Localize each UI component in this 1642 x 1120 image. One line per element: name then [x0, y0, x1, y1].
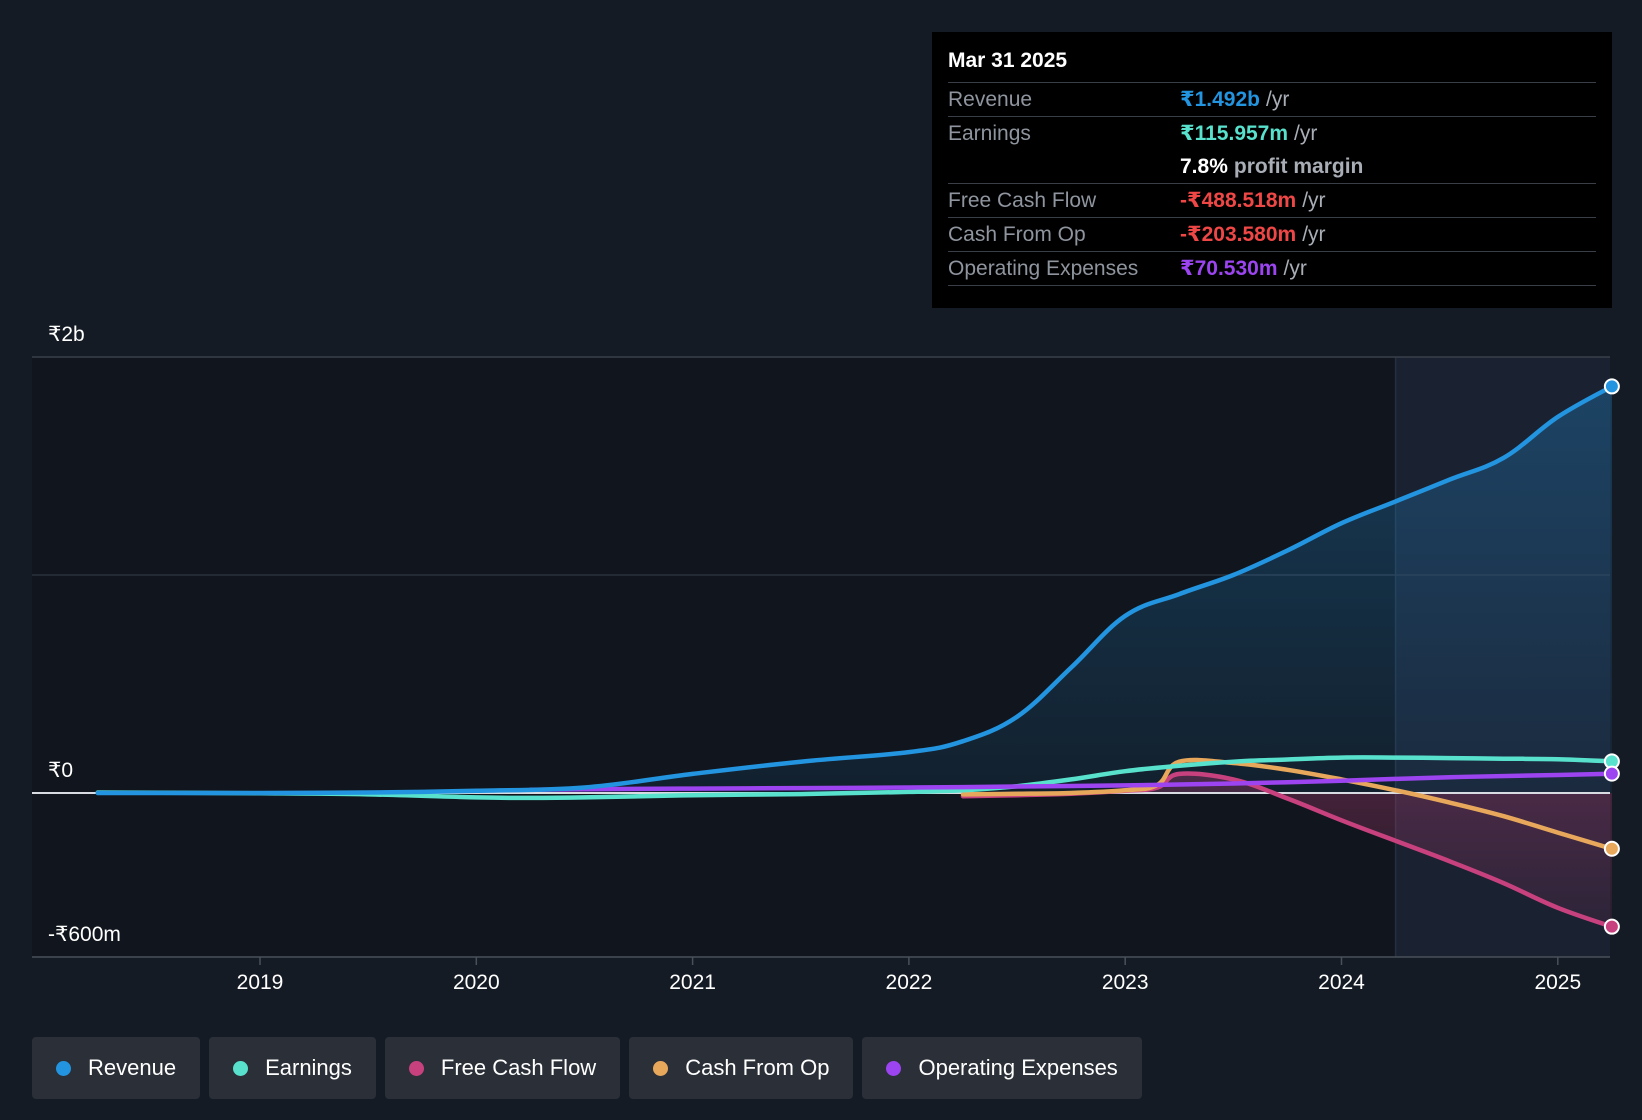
legend-item-cfo[interactable]: Cash From Op	[629, 1037, 854, 1099]
tooltip-row-margin: 7.8% profit margin	[948, 150, 1596, 184]
y-axis-label: ₹0	[48, 759, 73, 782]
tooltip-unit-opex: /yr	[1283, 257, 1307, 280]
legend-dot-cfo	[653, 1060, 669, 1076]
tooltip-unit-margin: profit margin	[1233, 155, 1364, 178]
legend-label-opex: Operating Expenses	[918, 1055, 1118, 1080]
fcf-area	[962, 773, 1612, 927]
tooltip-label-earnings: Earnings	[948, 122, 1031, 145]
tooltip-panel: Mar 31 2025 Revenue ₹1.492b/yr Earnings …	[932, 32, 1612, 308]
x-tick-label: 2023	[1102, 971, 1149, 994]
x-tick-label: 2025	[1534, 971, 1581, 994]
x-tick-label: 2020	[453, 971, 500, 994]
tooltip-row-cfo: Cash From Op -₹203.580m/yr	[948, 218, 1596, 252]
tooltip-value-fcf: -₹488.518m	[1180, 189, 1297, 212]
tooltip-label-fcf: Free Cash Flow	[948, 189, 1097, 212]
tooltip-date: Mar 31 2025	[948, 46, 1596, 83]
tooltip-value-opex: ₹70.530m	[1180, 257, 1278, 280]
tooltip-label-opex: Operating Expenses	[948, 257, 1139, 280]
legend-dot-fcf	[408, 1060, 424, 1076]
tooltip-value-revenue: ₹1.492b	[1180, 88, 1260, 111]
tooltip-value-earnings: ₹115.957m	[1180, 122, 1289, 145]
legend-label-revenue: Revenue	[88, 1055, 177, 1080]
series-line-revenue	[95, 384, 1615, 796]
tooltip-row-opex: Operating Expenses ₹70.530m/yr	[948, 252, 1596, 286]
x-tick-label: 2024	[1318, 971, 1365, 994]
legend-label-fcf: Free Cash Flow	[440, 1055, 597, 1080]
tooltip-unit-earnings: /yr	[1294, 122, 1318, 145]
legend-dot-opex	[886, 1060, 902, 1076]
series-end-dot-opex	[1603, 765, 1620, 782]
legend-item-opex[interactable]: Operating Expenses	[862, 1037, 1142, 1099]
tooltip-value-margin: 7.8%	[1180, 155, 1228, 178]
legend-label-cfo: Cash From Op	[685, 1055, 830, 1080]
x-tick-label: 2019	[237, 971, 284, 994]
legend-dot-earnings	[233, 1060, 249, 1076]
x-tick-label: 2022	[886, 971, 933, 994]
tooltip-row-revenue: Revenue ₹1.492b/yr	[948, 83, 1596, 117]
series-end-dot-fcf	[1603, 918, 1620, 935]
tooltip-label-revenue: Revenue	[948, 88, 1033, 111]
tooltip-row-earnings: Earnings ₹115.957m/yr	[948, 117, 1596, 150]
legend-item-fcf[interactable]: Free Cash Flow	[384, 1037, 621, 1099]
tooltip-unit-cfo: /yr	[1302, 223, 1326, 246]
tooltip-label-cfo: Cash From Op	[948, 223, 1086, 246]
revenue-area	[97, 386, 1612, 794]
series-end-dot-revenue	[1603, 378, 1620, 395]
legend-dot-revenue	[56, 1060, 71, 1076]
legend-label-earnings: Earnings	[265, 1055, 352, 1080]
y-axis-label: ₹2b	[48, 323, 85, 346]
series-line-cfo	[960, 757, 1615, 852]
tooltip-label-margin	[948, 150, 1180, 183]
y-axis-label: -₹600m	[48, 923, 121, 946]
legend-item-revenue[interactable]: Revenue	[32, 1037, 201, 1099]
legend-item-earnings[interactable]: Earnings	[209, 1037, 376, 1099]
legend: Revenue Earnings Free Cash Flow Cash Fro…	[32, 1037, 1142, 1099]
tooltip-value-cfo: -₹203.580m	[1180, 223, 1297, 246]
tooltip-row-fcf: Free Cash Flow -₹488.518m/yr	[948, 184, 1596, 218]
x-tick-label: 2021	[669, 971, 716, 994]
tooltip-unit-revenue: /yr	[1266, 88, 1290, 111]
series-line-opex	[528, 771, 1615, 792]
series-end-dot-cfo	[1603, 840, 1620, 857]
tooltip-unit-fcf: /yr	[1302, 189, 1326, 212]
